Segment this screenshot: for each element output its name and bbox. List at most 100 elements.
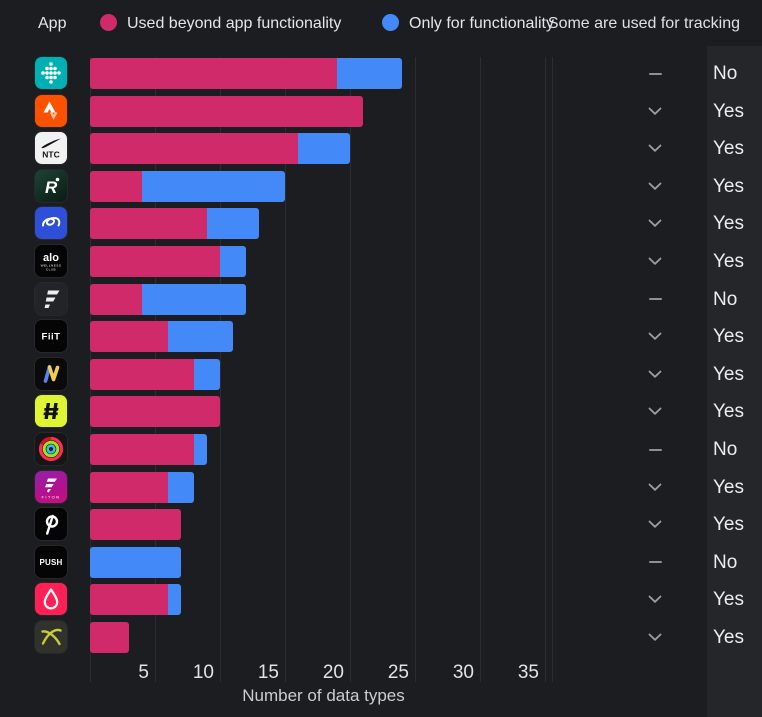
stacked-bar	[90, 622, 129, 653]
stacked-bar	[90, 133, 350, 165]
app-row: Yes	[0, 357, 762, 390]
app-row: PUSH No	[0, 545, 762, 578]
droplet-icon	[35, 583, 67, 616]
tracking-value: Yes	[713, 363, 744, 385]
tracking-value: Yes	[713, 514, 744, 536]
activity-rings-icon	[35, 433, 67, 465]
app-row: No	[0, 57, 762, 89]
x-tick-label: 30	[452, 662, 474, 683]
bar-segment-used-beyond	[90, 283, 142, 315]
chevron-down-icon[interactable]	[644, 509, 666, 540]
plot-right-edge	[551, 57, 553, 682]
legend-dot-only-functionality	[382, 14, 399, 31]
bar-segment-only-functionality	[90, 546, 181, 578]
bar-segment-used-beyond	[90, 170, 142, 202]
stacked-bar	[90, 208, 259, 240]
dash-icon	[644, 547, 666, 578]
app-row: Yes	[0, 207, 762, 240]
bar-segment-used-beyond	[90, 434, 194, 465]
tracking-value: Yes	[713, 589, 744, 611]
tracking-value: Yes	[713, 175, 744, 197]
strava-icon	[35, 94, 67, 127]
runner-r-icon: R	[35, 169, 67, 202]
x-tick-label: 15	[257, 662, 279, 683]
chevron-down-icon[interactable]	[644, 622, 666, 653]
bar-segment-only-functionality	[168, 471, 194, 503]
tracking-value: Yes	[713, 100, 744, 122]
app-row: NTC Yes	[0, 132, 762, 165]
tracking-value: No	[713, 288, 738, 310]
stacked-bar	[90, 321, 233, 353]
bar-segment-used-beyond	[90, 358, 194, 390]
stacked-bar	[90, 58, 402, 89]
bar-segment-only-functionality	[298, 133, 350, 165]
dash-icon	[644, 284, 666, 315]
chevron-down-icon[interactable]	[644, 208, 666, 239]
chevron-down-icon[interactable]	[644, 396, 666, 427]
legend-dot-used-beyond	[100, 14, 117, 31]
bar-segment-used-beyond	[90, 471, 168, 503]
chevron-down-icon[interactable]	[644, 472, 666, 503]
stacked-bar	[90, 283, 246, 315]
app-row: alo WELLNESS CLUB Yes	[0, 245, 762, 277]
bar-segment-used-beyond	[90, 396, 220, 428]
tracking-column-background	[707, 46, 762, 717]
bar-segment-used-beyond	[90, 246, 220, 277]
app-row: Yes	[0, 94, 762, 127]
bar-segment-only-functionality	[207, 208, 259, 240]
svg-text:CLUB: CLUB	[46, 268, 56, 272]
stacked-bar	[90, 170, 285, 202]
bar-segment-only-functionality	[142, 170, 285, 202]
x-tick-label: 20	[322, 662, 344, 683]
chevron-down-icon[interactable]	[644, 96, 666, 127]
bar-segment-used-beyond	[90, 622, 129, 653]
bar-segment-used-beyond	[90, 133, 298, 165]
app-row: Yes	[0, 583, 762, 616]
gridline	[545, 57, 546, 682]
bar-segment-used-beyond	[90, 95, 363, 127]
tracking-value: Yes	[713, 138, 744, 160]
svg-text:PUSH: PUSH	[39, 558, 62, 567]
x-tick-label: 35	[517, 662, 539, 683]
dash-icon	[644, 434, 666, 465]
orbit-x-icon	[35, 621, 67, 653]
app-row: FiiT Yes	[0, 320, 762, 353]
svg-text:WELLNESS: WELLNESS	[41, 264, 62, 268]
bar-segment-used-beyond	[90, 509, 181, 541]
alo-icon: alo WELLNESS CLUB	[35, 245, 67, 277]
app-row: FITON Yes	[0, 470, 762, 503]
bar-segment-only-functionality	[142, 283, 246, 315]
gridline	[415, 57, 416, 682]
gridline	[285, 57, 286, 682]
tracking-value: Yes	[713, 213, 744, 235]
chevron-down-icon[interactable]	[644, 359, 666, 390]
chevron-down-icon[interactable]	[644, 171, 666, 202]
x-tick-label: 25	[387, 662, 409, 683]
bar-segment-used-beyond	[90, 58, 337, 89]
chevron-down-icon[interactable]	[644, 246, 666, 277]
stacked-bar	[90, 95, 363, 127]
bar-segment-used-beyond	[90, 208, 207, 240]
fiton-icon: FITON	[35, 470, 67, 503]
legend-label-used-beyond: Used beyond app functionality	[127, 15, 342, 32]
stacked-bar	[90, 546, 181, 578]
header-row: App Used beyond app functionality Only f…	[0, 14, 762, 36]
svg-text:NTC: NTC	[42, 150, 59, 160]
ntc-icon: NTC	[35, 132, 67, 165]
tracking-value: Yes	[713, 627, 744, 648]
dash-icon	[644, 58, 666, 89]
stacked-bar	[90, 434, 207, 465]
chevron-down-icon[interactable]	[644, 321, 666, 352]
x-axis-title: Number of data types	[242, 686, 405, 705]
chevron-down-icon[interactable]	[644, 584, 666, 615]
app-row: No	[0, 282, 762, 315]
angular-f-icon	[35, 282, 67, 315]
push-icon: PUSH	[35, 545, 67, 578]
fitbit-icon	[35, 57, 67, 89]
svg-text:FITON: FITON	[42, 494, 61, 499]
app-row: Yes	[0, 395, 762, 428]
stacked-bar	[90, 509, 181, 541]
bar-segment-only-functionality	[194, 358, 220, 390]
fiit-icon: FiiT	[35, 320, 67, 353]
chevron-down-icon[interactable]	[644, 133, 666, 164]
